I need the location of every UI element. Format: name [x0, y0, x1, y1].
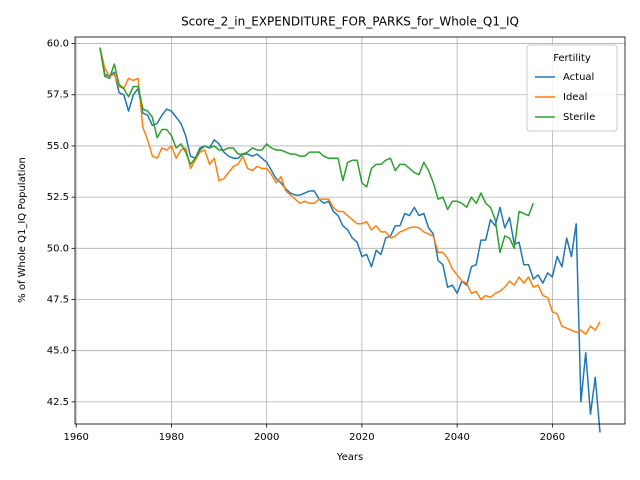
y-tick-label: 55.0 — [47, 141, 69, 152]
y-tick-label: 57.5 — [47, 90, 69, 101]
legend-box — [526, 44, 618, 132]
legend-label: Actual — [563, 72, 594, 83]
chart-title: Score_2_in_EXPENDITURE_FOR_PARKS_for_Who… — [181, 15, 519, 29]
legend-title: Fertility — [553, 53, 591, 64]
series-line — [99, 47, 601, 433]
x-tick-label: 2040 — [444, 432, 469, 443]
y-tick-label: 60.0 — [47, 39, 69, 50]
x-tick-label: 1960 — [63, 432, 88, 443]
y-axis-label: % of Whole Q1_IQ Population — [17, 157, 28, 303]
x-tick-label: 2000 — [254, 432, 279, 443]
x-tick-label: 2020 — [349, 432, 374, 443]
legend-label: Sterile — [563, 112, 595, 123]
y-tick-label: 42.5 — [47, 397, 69, 408]
series-line — [99, 47, 535, 254]
y-tick-label: 47.5 — [47, 295, 69, 306]
plot-frame — [74, 36, 626, 425]
x-tick-label: 1980 — [159, 432, 184, 443]
legend-label: Ideal — [563, 92, 587, 103]
x-tick-label: 2060 — [540, 432, 565, 443]
y-tick-label: 45.0 — [47, 346, 69, 357]
x-axis-label: Years — [336, 452, 363, 463]
y-tick-label: 50.0 — [47, 243, 69, 254]
y-tick-label: 52.5 — [47, 192, 69, 203]
